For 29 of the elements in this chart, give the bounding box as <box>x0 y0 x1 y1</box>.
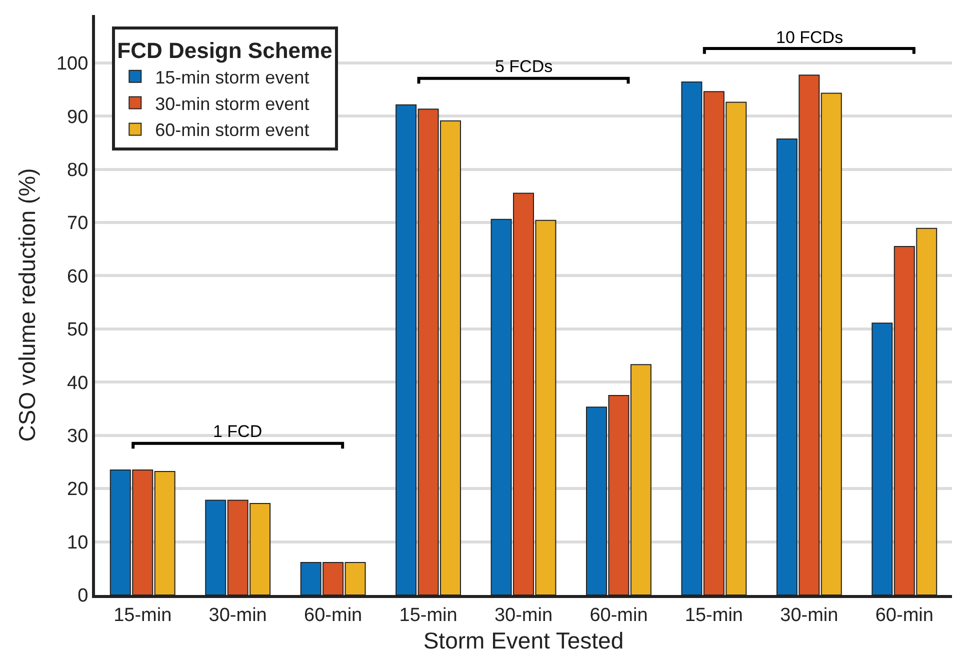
legend-label: 15-min storm event <box>155 67 310 88</box>
annotation: 5 FCDs <box>495 57 553 76</box>
x-tick-label: 15-min <box>684 604 743 626</box>
legend-title: FCD Design Scheme <box>117 38 332 64</box>
x-tick-label: 30-min <box>208 604 267 626</box>
y-tick-label: 10 <box>67 532 88 554</box>
y-tick-label: 80 <box>67 160 88 181</box>
x-tick-label: 60-min <box>590 604 648 626</box>
y-tick-label: 60 <box>67 266 88 288</box>
y-tick-label: 0 <box>78 586 88 607</box>
y-tick-label: 50 <box>67 320 88 341</box>
y-tick-label: 90 <box>67 106 88 128</box>
y-tick-label: 20 <box>67 479 88 500</box>
y-tick-label: 40 <box>67 372 88 394</box>
x-tick-label: 60-min <box>875 604 934 626</box>
annotation: 10 FCDs <box>776 28 844 47</box>
y-tick-label: 100 <box>56 54 88 75</box>
legend-label: 60-min storm event <box>155 120 310 140</box>
x-axis-title: Storm Event Tested <box>423 627 624 654</box>
y-tick-label: 70 <box>67 213 88 234</box>
x-tick-label: 30-min <box>780 604 838 626</box>
y-tick-label: 30 <box>67 426 88 448</box>
y-axis-title: CSO volume reduction (%) <box>14 168 40 442</box>
annotation: 1 FCD <box>213 422 262 441</box>
x-tick-label: 30-min <box>494 604 553 626</box>
x-tick-label: 15-min <box>399 604 458 626</box>
x-tick-label: 15-min <box>114 604 172 626</box>
x-tick-label: 60-min <box>304 604 362 626</box>
legend-label: 30-min storm event <box>155 94 310 114</box>
